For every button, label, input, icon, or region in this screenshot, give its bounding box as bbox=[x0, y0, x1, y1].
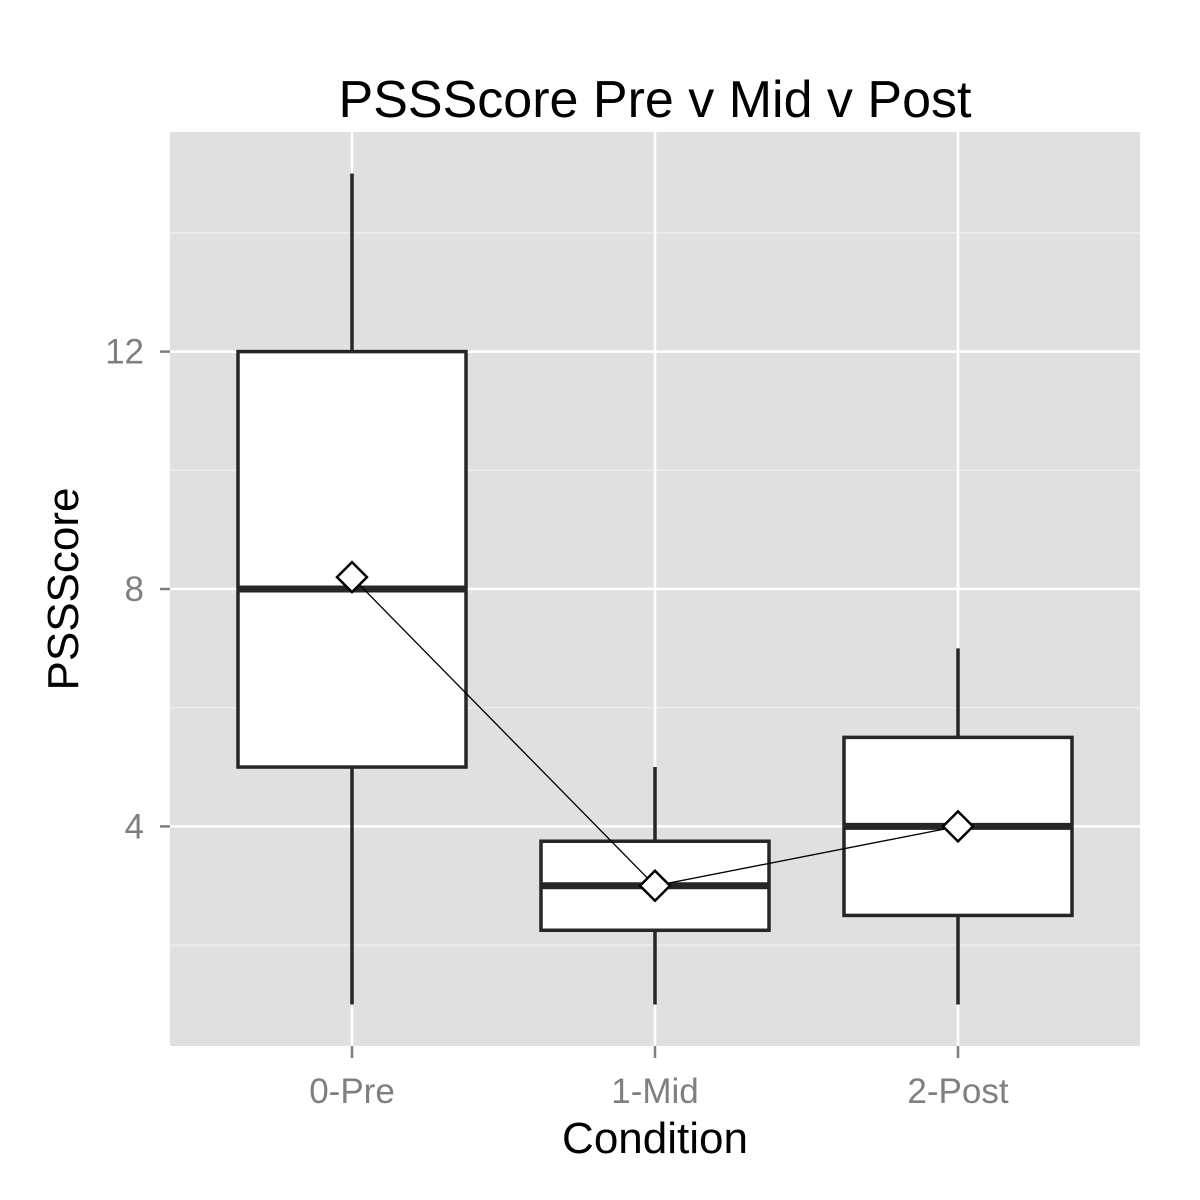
chart-title: PSSScore Pre v Mid v Post bbox=[339, 71, 972, 129]
y-tick-label: 4 bbox=[125, 807, 144, 846]
box bbox=[236, 349, 468, 769]
y-tick-label: 8 bbox=[125, 570, 144, 609]
mean-marker bbox=[941, 809, 975, 844]
x-axis-title: Condition bbox=[562, 1114, 748, 1163]
x-tick-label: 2-Post bbox=[907, 1072, 1008, 1111]
x-tick-label: 1-Mid bbox=[611, 1072, 699, 1111]
mean-marker bbox=[335, 560, 369, 594]
y-tick-label: 12 bbox=[105, 333, 144, 372]
mean-marker bbox=[638, 868, 672, 903]
x-tick-label: 0-Pre bbox=[309, 1072, 395, 1111]
y-axis-title: PSSScore bbox=[39, 488, 88, 691]
